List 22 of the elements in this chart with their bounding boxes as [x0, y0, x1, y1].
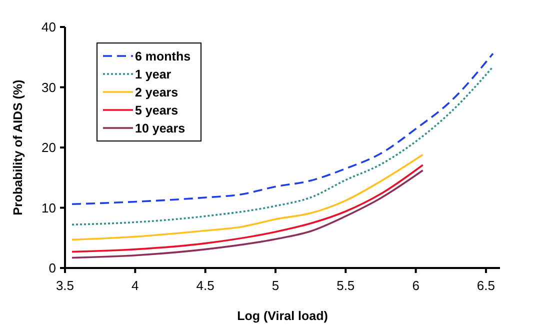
y-tick-label: 40 — [42, 20, 56, 34]
x-tick-label: 6 — [412, 278, 420, 293]
x-tick-label: 3.5 — [56, 278, 74, 293]
x-tick-label: 6.5 — [476, 278, 496, 293]
x-tick-label: 4 — [132, 278, 139, 293]
legend-label: 10 years — [135, 122, 186, 136]
y-tick-label: 30 — [42, 80, 56, 95]
x-tick-label: 5 — [272, 278, 280, 293]
legend-label: 5 years — [135, 104, 178, 118]
y-tick-label: 20 — [42, 140, 56, 155]
y-axis-title: Probability of AIDS (%) — [11, 80, 25, 216]
legend-label: 1 year — [135, 68, 172, 82]
line-series — [71, 52, 494, 206]
x-axis-title: Log (Viral load) — [237, 309, 328, 323]
line-series — [71, 66, 494, 226]
y-tick-label: 0 — [48, 260, 56, 276]
y-tick-label: 10 — [42, 200, 56, 216]
x-tick-label: 5.5 — [336, 278, 355, 293]
legend-label: 6 months — [135, 50, 191, 64]
x-tick-label: 4.5 — [196, 278, 214, 293]
line-series — [71, 154, 424, 241]
legend-label: 2 years — [135, 86, 178, 100]
